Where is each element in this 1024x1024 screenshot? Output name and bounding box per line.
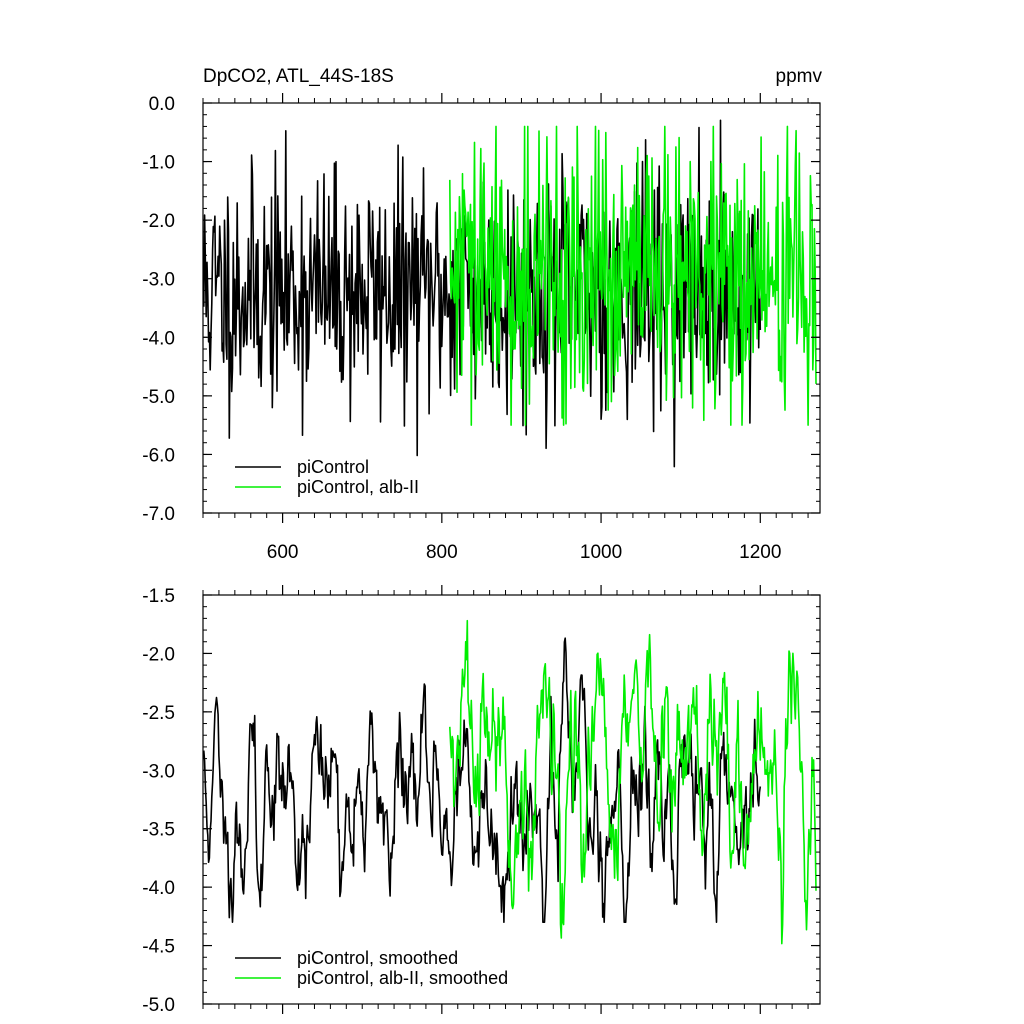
y-tick-label: -2.0 bbox=[142, 644, 175, 665]
y-tick-label: -4.5 bbox=[142, 937, 175, 958]
y-tick-label: -1.0 bbox=[142, 153, 175, 174]
legend-label: piControl, smoothed bbox=[297, 948, 458, 968]
units-label: ppmv bbox=[776, 66, 823, 87]
legend-label: piControl, alb-II bbox=[297, 477, 419, 497]
y-tick-label: -3.5 bbox=[142, 820, 175, 841]
x-tick-label: 600 bbox=[267, 542, 299, 563]
top-panel: 0.0 -1.0 -2.0 -3.0 -4.0 -5.0 -6.0 -7.0 600 800 100… bbox=[142, 93, 821, 563]
plot-frame bbox=[202, 102, 821, 514]
bottom-panel: -1.5 -2.0 -2.5 -3.0 -3.5 -4.0 -4.5 -5.0 piContro… bbox=[142, 585, 821, 1016]
series-line-1-0 bbox=[203, 637, 762, 923]
y-tick-label: -4.0 bbox=[142, 328, 175, 349]
x-tick-label: 800 bbox=[426, 542, 458, 563]
y-tick-label: 0.0 bbox=[149, 94, 175, 115]
legend-label: piControl, alb-II, smoothed bbox=[297, 968, 508, 988]
y-tick-label: -5.0 bbox=[142, 995, 175, 1016]
y-tick-label: -5.0 bbox=[142, 387, 175, 408]
series-line-0-1 bbox=[449, 125, 817, 426]
y-tick-label: -3.0 bbox=[142, 761, 175, 782]
y-tick-label: -3.0 bbox=[142, 270, 175, 291]
chart-title: DpCO2, ATL_44S-18S bbox=[203, 66, 394, 87]
y-tick-label: -2.0 bbox=[142, 211, 175, 232]
plot-frame bbox=[202, 594, 821, 1005]
series-line-1-1 bbox=[449, 619, 817, 945]
y-tick-label: -2.5 bbox=[142, 703, 175, 724]
x-tick-label: 1200 bbox=[739, 542, 781, 563]
legend-label: piControl bbox=[297, 457, 369, 477]
y-tick-label: -6.0 bbox=[142, 445, 175, 466]
x-tick-label: 1000 bbox=[580, 542, 622, 563]
y-tick-label: -7.0 bbox=[142, 504, 175, 525]
y-tick-label: -1.5 bbox=[142, 586, 175, 607]
y-tick-label: -4.0 bbox=[142, 878, 175, 899]
